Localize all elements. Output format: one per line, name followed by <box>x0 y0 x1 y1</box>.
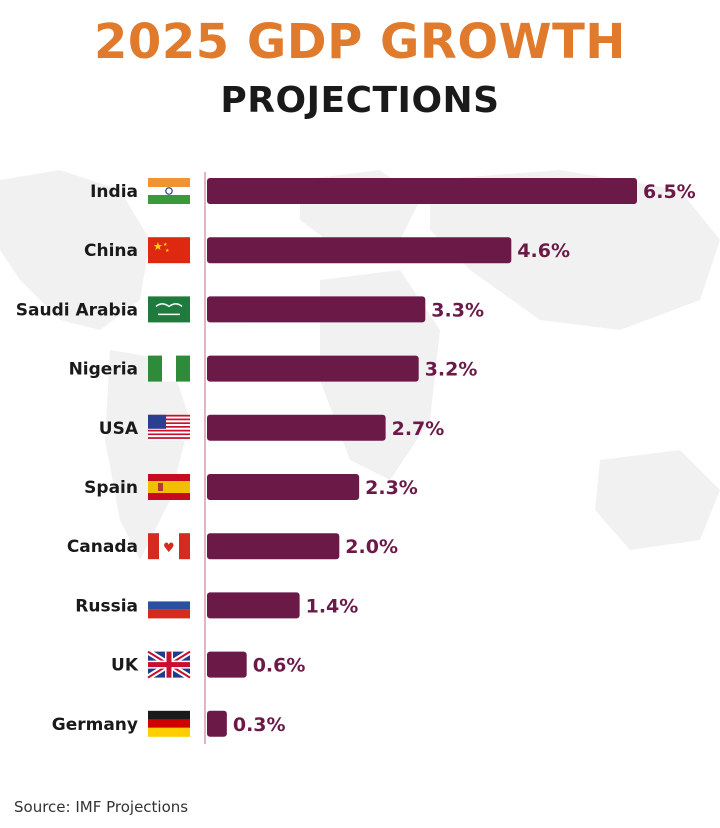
category-label: USA <box>99 419 139 439</box>
value-label: 4.6% <box>517 240 570 262</box>
value-label: 6.5% <box>643 181 696 203</box>
bar <box>207 710 227 737</box>
svg-text:★: ★ <box>153 240 163 253</box>
world-map-background <box>0 170 720 560</box>
uk-flag-icon <box>148 652 190 678</box>
value-label: 3.3% <box>431 299 484 321</box>
bar <box>207 237 512 264</box>
india-flag-icon <box>148 178 190 204</box>
svg-text:★: ★ <box>163 242 168 248</box>
value-label: 0.6% <box>253 655 306 677</box>
value-label: 2.7% <box>392 418 445 440</box>
category-label: Nigeria <box>69 360 138 380</box>
russia-flag-icon <box>148 592 190 619</box>
value-label: 2.3% <box>365 477 418 499</box>
bar <box>207 355 419 382</box>
svg-text:♥: ♥ <box>163 541 175 556</box>
category-label: Saudi Arabia <box>16 300 138 320</box>
value-label: 3.2% <box>425 359 478 381</box>
value-label: 1.4% <box>306 595 359 617</box>
saudi-arabia-flag-icon <box>148 296 190 323</box>
chart-subtitle: PROJECTIONS <box>220 80 500 121</box>
bar <box>207 592 300 619</box>
category-label: Spain <box>84 478 138 498</box>
bar <box>207 533 340 560</box>
category-label: Canada <box>67 537 138 557</box>
nigeria-flag-icon <box>148 355 190 382</box>
bar <box>207 651 247 678</box>
usa-flag-icon <box>148 414 190 441</box>
category-label: Germany <box>52 715 138 735</box>
chart-title: 2025 GDP GROWTH <box>94 14 626 70</box>
source-note: Source: IMF Projections <box>14 798 189 816</box>
category-label: India <box>90 182 138 202</box>
category-label: UK <box>111 656 139 676</box>
bar <box>207 178 637 204</box>
value-label: 0.3% <box>233 714 286 736</box>
bar <box>207 474 360 500</box>
spain-flag-icon <box>148 474 190 500</box>
value-label: 2.0% <box>345 536 398 558</box>
category-label: China <box>84 241 138 261</box>
germany-flag-icon <box>148 710 190 737</box>
bar <box>207 296 426 323</box>
bar-chart: India 6.5% China ★ ★★ 4.6% Saudi Arabia 3.3% Nig… <box>16 172 696 744</box>
category-label: Russia <box>75 596 138 616</box>
svg-text:★: ★ <box>165 248 170 254</box>
canada-flag-icon: ♥ <box>148 533 190 560</box>
china-flag-icon: ★ ★★ <box>148 237 190 264</box>
bar <box>207 414 386 441</box>
